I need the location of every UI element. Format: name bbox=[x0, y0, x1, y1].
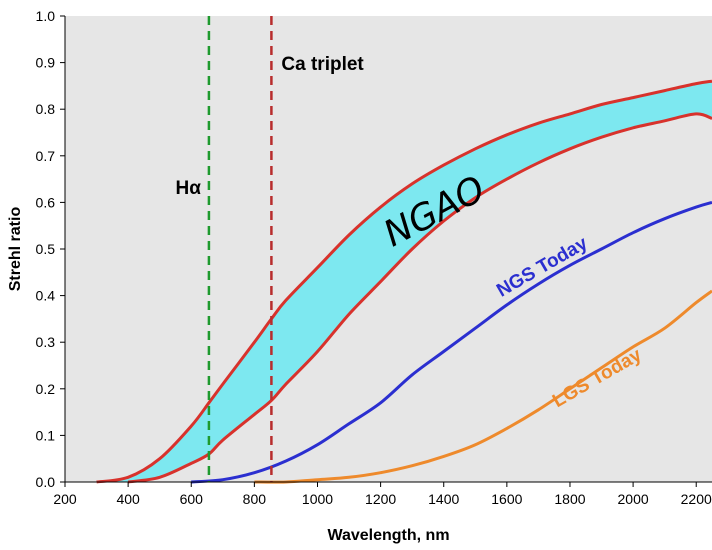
x-tick-label: 1200 bbox=[365, 491, 396, 507]
ngao-lower-line bbox=[127, 112, 712, 484]
ngs-today-line bbox=[191, 200, 712, 484]
lgs-today-line bbox=[254, 289, 712, 484]
y-tick-label: 0.0 bbox=[36, 474, 56, 490]
ca-triplet-label: Ca triplet bbox=[281, 54, 364, 75]
y-tick-label: 0.1 bbox=[36, 427, 56, 443]
y-tick-label: 0.8 bbox=[36, 101, 56, 117]
x-tick-label: 200 bbox=[53, 491, 77, 507]
y-tick-label: 0.2 bbox=[36, 381, 56, 397]
x-axis-title: Wavelength, nm bbox=[327, 527, 449, 544]
y-tick-label: 0.5 bbox=[36, 241, 56, 257]
y-tick-label: 0.3 bbox=[36, 334, 56, 350]
y-axis-title: Strehl ratio bbox=[7, 207, 24, 292]
h-alpha-label: Hα bbox=[176, 178, 202, 199]
reference-lines bbox=[207, 16, 273, 482]
x-tick-label: 1800 bbox=[554, 491, 585, 507]
x-tick-label: 1400 bbox=[428, 491, 459, 507]
x-tick-label: 600 bbox=[180, 491, 204, 507]
y-tick-label: 0.4 bbox=[36, 288, 56, 304]
y-tick-label: 1.0 bbox=[36, 8, 56, 24]
x-tick-label: 400 bbox=[116, 491, 140, 507]
series-layer bbox=[191, 200, 712, 484]
axes: 200 400 600 800 1000 1200 1400 1600 1800 2000 2200… bbox=[36, 8, 712, 507]
x-tick-label: 1000 bbox=[302, 491, 333, 507]
ngao-upper-line bbox=[96, 79, 712, 484]
x-tick-label: 800 bbox=[243, 491, 267, 507]
ngao-band-layer bbox=[96, 79, 712, 484]
y-tick-label: 0.9 bbox=[36, 55, 56, 71]
ngao-band-fill bbox=[96, 81, 712, 482]
x-tick-label: 2000 bbox=[618, 491, 649, 507]
x-tick-label: 2200 bbox=[681, 491, 712, 507]
y-tick-label: 0.6 bbox=[36, 194, 56, 210]
x-tick-label: 1600 bbox=[491, 491, 522, 507]
y-tick-label: 0.7 bbox=[36, 148, 56, 164]
